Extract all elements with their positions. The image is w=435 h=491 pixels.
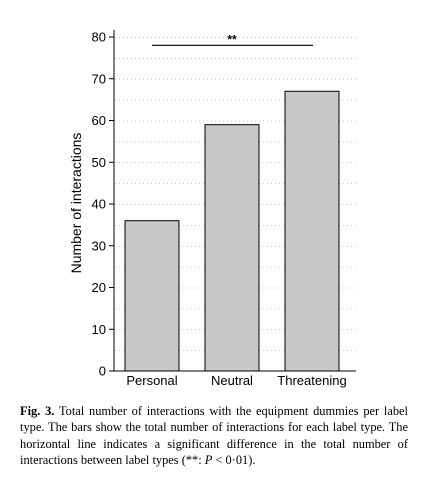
y-tick-label: 50 <box>92 155 106 170</box>
y-tick-label: 30 <box>92 238 106 253</box>
y-tick-label: 0 <box>99 364 106 379</box>
caption-figure-label: Fig. 3. <box>20 404 55 418</box>
bar-neutral <box>204 124 260 372</box>
y-tick-label: 40 <box>92 197 106 212</box>
y-tick-label: 60 <box>92 113 106 128</box>
bars <box>124 90 340 372</box>
y-tick-label: 70 <box>92 71 106 86</box>
significance-stars: ** <box>227 32 237 46</box>
y-axis-label: Number of interactions <box>68 133 84 274</box>
bar-personal <box>124 220 180 372</box>
x-tick-label: Personal <box>126 373 177 388</box>
caption-text: Total number of interactions with the eq… <box>20 404 409 468</box>
bar-chart: 0 10 20 30 40 50 60 70 80 Personal Neutral Threate… <box>68 30 356 388</box>
y-tick-label: 10 <box>92 322 106 337</box>
y-tick-label: 80 <box>92 30 106 45</box>
caption-p-symbol: P <box>204 453 213 468</box>
bar-threatening <box>284 90 340 372</box>
y-tick-label: 20 <box>92 280 106 295</box>
x-tick-label: Neutral <box>211 373 253 388</box>
figure-caption: Fig. 3. Total number of interactions wit… <box>20 403 408 469</box>
y-ticks: 0 10 20 30 40 50 60 70 80 <box>92 30 114 379</box>
x-tick-label: Threatening <box>277 373 346 388</box>
caption-text-end: < 0·01). <box>212 453 256 468</box>
significance-annotation: ** <box>152 32 313 46</box>
x-ticks: Personal Neutral Threatening <box>126 373 346 388</box>
